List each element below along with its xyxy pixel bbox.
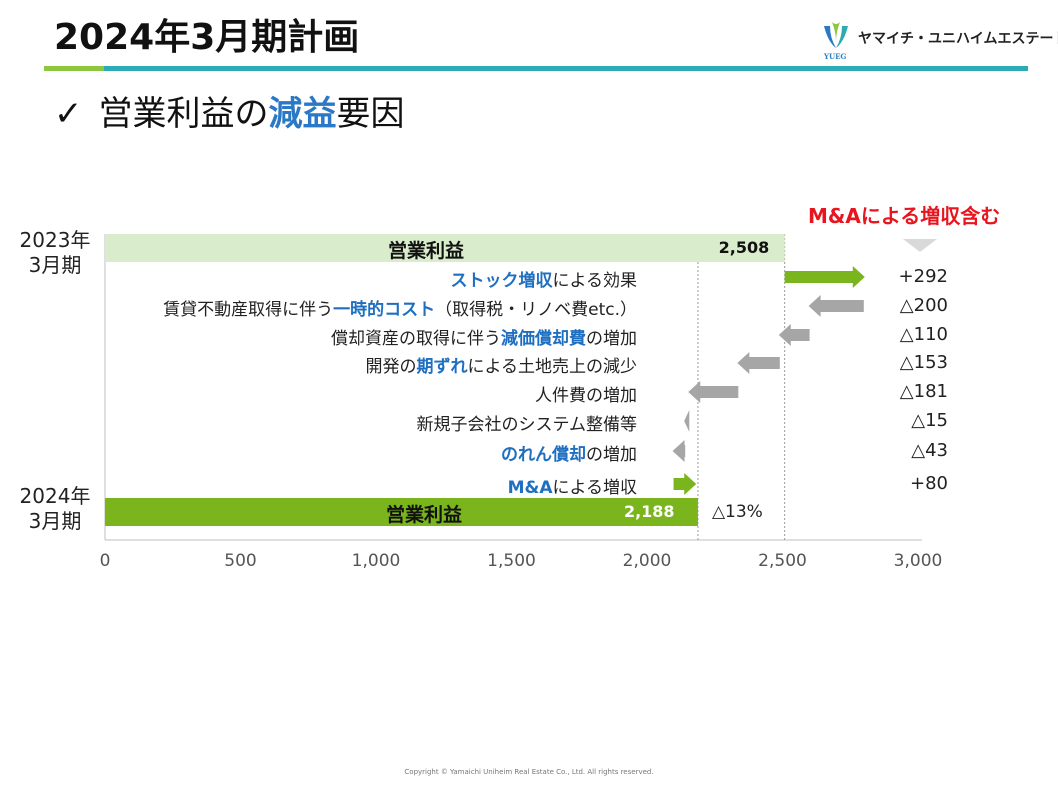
factor-label-text: の増加 bbox=[586, 445, 637, 465]
copyright-footer: Copyright © Yamaichi Uniheim Real Estate… bbox=[404, 768, 654, 776]
decrease-arrow bbox=[688, 381, 739, 403]
period-end-term: 3月期 bbox=[28, 509, 82, 533]
factor-value: △200 bbox=[899, 295, 948, 316]
x-tick-label: 1,500 bbox=[487, 551, 536, 571]
increase-arrow bbox=[784, 266, 865, 288]
factor-label-text: 償却資産の取得に伴う bbox=[331, 329, 501, 349]
decrease-arrow bbox=[808, 295, 864, 317]
period-label-start: 2023年 3月期 bbox=[10, 228, 100, 278]
factor-label: 人件費の増加 bbox=[535, 381, 637, 406]
factor-label-text: による効果 bbox=[552, 271, 638, 291]
x-tick-label: 2,000 bbox=[622, 551, 672, 571]
period-end-year: 2024年 bbox=[19, 484, 91, 508]
factor-label-text: （取得税・リノベ費etc.） bbox=[435, 300, 637, 320]
period-start-year: 2023年 bbox=[19, 228, 91, 252]
x-tick-label: 500 bbox=[224, 551, 257, 571]
factor-label-text: 賃貸不動産取得に伴う bbox=[163, 300, 334, 320]
factor-value: △110 bbox=[899, 324, 948, 345]
factor-label-emphasis: ストック増収 bbox=[450, 271, 553, 291]
increase-arrow bbox=[673, 473, 697, 495]
page-title: 2024年3月期計画 bbox=[54, 17, 360, 58]
factor-label-text: の増加 bbox=[586, 329, 637, 349]
factor-label-text: による土地売上の減少 bbox=[467, 357, 638, 377]
factor-label: 賃貸不動産取得に伴う一時的コスト（取得税・リノベ費etc.） bbox=[163, 295, 637, 320]
factor-label-emphasis: のれん償却 bbox=[501, 445, 586, 465]
decrease-arrow bbox=[778, 324, 810, 346]
factor-label-text: による増収 bbox=[552, 478, 638, 498]
annotation-note: M&Aによる増収含む bbox=[808, 204, 1001, 228]
period-start-term: 3月期 bbox=[28, 253, 82, 277]
factor-label: 新規子会社のシステム整備等 bbox=[417, 410, 638, 435]
factor-value: △15 bbox=[911, 410, 948, 431]
end-bar-label: 営業利益 bbox=[386, 504, 463, 526]
decrease-arrow bbox=[672, 440, 686, 462]
period-label-end: 2024年 3月期 bbox=[10, 484, 100, 534]
header-rule-green bbox=[44, 66, 104, 71]
annotation-pointer bbox=[903, 239, 937, 252]
factor-label-emphasis: M&A bbox=[507, 478, 553, 498]
logo-sub-text: YUEG bbox=[824, 52, 847, 61]
slide-subtitle: ✓ 営業利益の減益要因 bbox=[54, 86, 405, 135]
end-bar bbox=[105, 498, 698, 526]
start-bar-value: 2,508 bbox=[718, 238, 770, 257]
factor-label: 開発の期ずれによる土地売上の減少 bbox=[366, 352, 638, 377]
decrease-arrow bbox=[737, 352, 780, 374]
factor-value: △181 bbox=[899, 381, 948, 402]
end-change-label: △13% bbox=[711, 502, 763, 522]
check-icon: ✓ bbox=[54, 94, 83, 134]
factor-label: 償却資産の取得に伴う減価償却費の増加 bbox=[331, 324, 637, 349]
factor-value: +292 bbox=[898, 266, 948, 287]
factor-value: +80 bbox=[910, 473, 948, 494]
company-name: ヤマイチ・ユニハイムエステート bbox=[858, 31, 1058, 47]
factor-value: △43 bbox=[911, 440, 948, 461]
factor-label-text: 新規子会社のシステム整備等 bbox=[416, 415, 638, 435]
factor-value: △153 bbox=[899, 352, 948, 373]
factor-label: M&Aによる増収 bbox=[508, 473, 637, 498]
decrease-arrow bbox=[684, 410, 690, 432]
x-tick-label: 1,000 bbox=[351, 551, 401, 571]
x-tick-label: 2,500 bbox=[758, 551, 807, 571]
factor-label-emphasis: 減価償却費 bbox=[501, 329, 586, 349]
factor-label-emphasis: 一時的コスト bbox=[333, 300, 436, 320]
subtitle-accent: 減益 bbox=[268, 94, 337, 134]
x-tick-label: 3,000 bbox=[893, 551, 943, 571]
end-bar-value: 2,188 bbox=[623, 502, 675, 521]
factor-label-text: 開発の bbox=[365, 357, 417, 377]
start-bar-label: 営業利益 bbox=[388, 240, 465, 262]
subtitle-before: 営業利益の bbox=[98, 94, 269, 134]
header-rule-teal bbox=[104, 66, 1028, 71]
x-tick-label: 0 bbox=[99, 551, 111, 571]
company-logo: YUEG ヤマイチ・ユニハイムエステート bbox=[818, 18, 1058, 62]
factor-label: ストック増収による効果 bbox=[451, 266, 638, 291]
factor-label-text: 人件費の増加 bbox=[535, 386, 637, 406]
start-bar bbox=[105, 234, 785, 262]
logo-mark-icon bbox=[824, 22, 848, 48]
subtitle-after: 要因 bbox=[336, 94, 405, 134]
factor-label: のれん償却の増加 bbox=[501, 440, 637, 465]
factor-label-emphasis: 期ずれ bbox=[416, 357, 468, 377]
